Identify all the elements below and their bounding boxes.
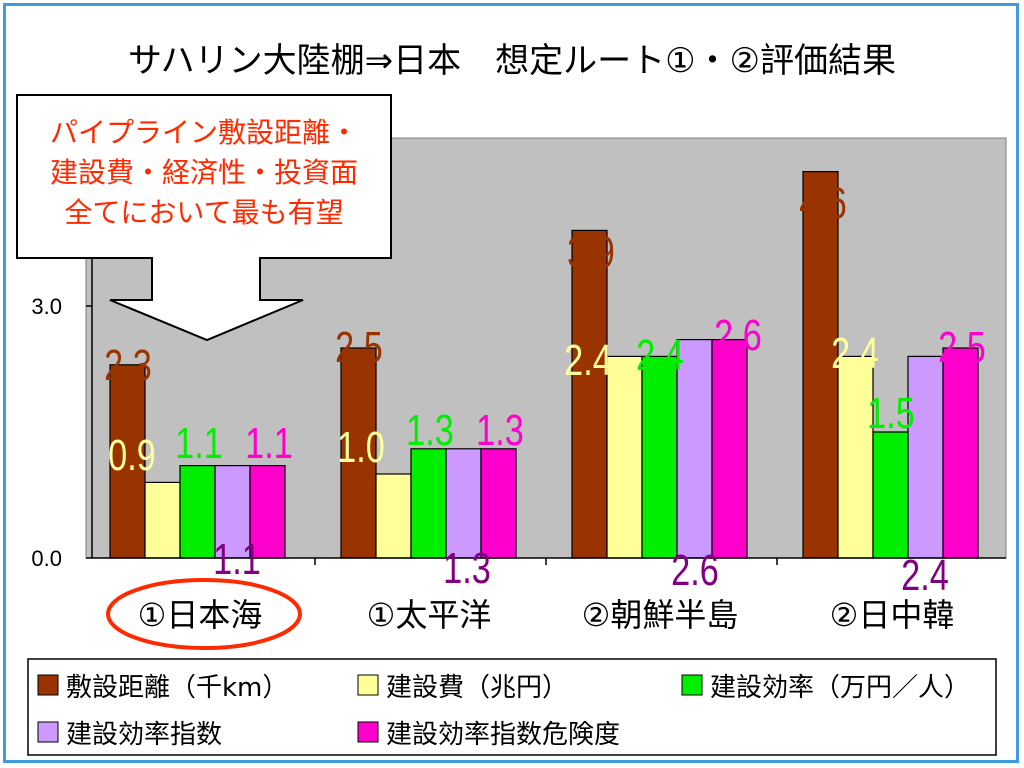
- highlight-ellipse: [106, 578, 302, 650]
- bar-s5-c3: [711, 339, 748, 559]
- legend-swatch-2: [357, 674, 379, 696]
- legend-label-4: 建設効率指数: [66, 720, 222, 750]
- bar-s1-c1: [109, 364, 146, 559]
- legend-swatch-5: [357, 721, 379, 743]
- data-label-s1-c2: 2.5: [335, 323, 383, 372]
- data-label-s2-c1: 0.9: [108, 431, 156, 480]
- bar-s4-c3: [676, 339, 713, 559]
- legend-box: [27, 658, 997, 756]
- callout-line-2: 建設費・経済性・投資面: [50, 156, 358, 189]
- data-label-s3-c4: 1.5: [867, 389, 915, 438]
- callout-arrow-shaft: [152, 255, 260, 305]
- bar-s4-c4: [907, 355, 944, 559]
- data-label-s3-c2: 1.3: [406, 406, 454, 455]
- data-label-s5-c1: 1.1: [245, 419, 293, 468]
- bar-s5-c4: [942, 347, 979, 559]
- category-label-1: ①日本海: [138, 596, 263, 634]
- data-label-s2-c2: 1.0: [337, 423, 385, 472]
- axes-layer: 0.0 3.0 ①日本海 ①太平洋 ②朝鮮半島 ②日中韓: [31, 138, 1006, 650]
- bar-s4-c2: [445, 448, 482, 559]
- category-label-2: ①太平洋: [367, 596, 492, 634]
- data-label-s4-c4: 2.4: [901, 551, 949, 600]
- data-label-s2-c4: 2.4: [831, 329, 879, 378]
- callout-joint: [153, 256, 259, 260]
- y-tick-label-2: 3.0: [31, 294, 62, 319]
- data-label-s2-c3: 2.4: [564, 336, 612, 385]
- chart-title: サハリン大陸棚⇒日本 想定ルート①・②評価結果: [128, 41, 896, 81]
- data-label-s1-c3: 3.9: [567, 228, 615, 277]
- legend-swatch-4: [37, 721, 59, 743]
- labels-layer: 2.3 2.5 3.9 4.6 0.9 1.0 2.4 2.4 1.1 1.3 2.4 1.5 1.1 1…: [104, 179, 986, 600]
- category-label-4: ②日中韓: [830, 596, 955, 634]
- category-label-3: ②朝鮮半島: [582, 596, 739, 634]
- y-tick-label-1: 0.0: [31, 546, 62, 571]
- bar-s1-c2: [340, 347, 377, 559]
- data-label-s4-c2: 1.3: [443, 544, 491, 593]
- data-label-s4-c1: 1.1: [213, 535, 261, 584]
- bar-s2-c1: [144, 481, 181, 559]
- legend-label-5: 建設効率指数危険度: [386, 720, 620, 750]
- bar-s2-c3: [606, 355, 643, 559]
- data-label-s1-c4: 4.6: [799, 179, 847, 228]
- legend-label-2: 建設費（兆円）: [386, 673, 568, 703]
- bar-s3-c3: [641, 355, 678, 559]
- bar-s2-c2: [375, 473, 412, 559]
- legend: 敷設距離（千km） 建設費（兆円） 建設効率（万円／人） 建設効率指数 建設効率指数危険…: [27, 658, 997, 756]
- data-label-s3-c3: 2.4: [636, 331, 684, 380]
- bar-s3-c2: [410, 448, 447, 559]
- data-label-s1-c1: 2.3: [104, 341, 152, 390]
- bar-s5-c1: [249, 465, 286, 559]
- data-label-s4-c3: 2.6: [671, 546, 719, 595]
- data-label-s5-c4: 2.5: [938, 323, 986, 372]
- callout-line-1: パイプライン敷設距離・: [50, 116, 358, 149]
- bar-s2-c4: [837, 355, 874, 559]
- data-label-s5-c3: 2.6: [714, 311, 762, 360]
- callout-box: [16, 94, 392, 259]
- legend-label-1: 敷設距離（千km）: [66, 673, 288, 703]
- legend-swatch-1: [37, 674, 59, 696]
- legend-swatch-3: [681, 674, 703, 696]
- bar-s1-c3: [571, 229, 608, 559]
- bar-s1-c4: [802, 171, 839, 559]
- bar-s3-c4: [872, 431, 909, 559]
- bar-s5-c2: [480, 448, 517, 559]
- legend-label-3: 建設効率（万円／人）: [710, 673, 970, 703]
- callout-line-3: 全てにおいて最も有望: [64, 196, 343, 229]
- bars-layer: [109, 171, 979, 559]
- data-label-s5-c2: 1.3: [476, 406, 524, 455]
- bar-s3-c1: [179, 465, 216, 559]
- data-label-s3-c1: 1.1: [175, 419, 223, 468]
